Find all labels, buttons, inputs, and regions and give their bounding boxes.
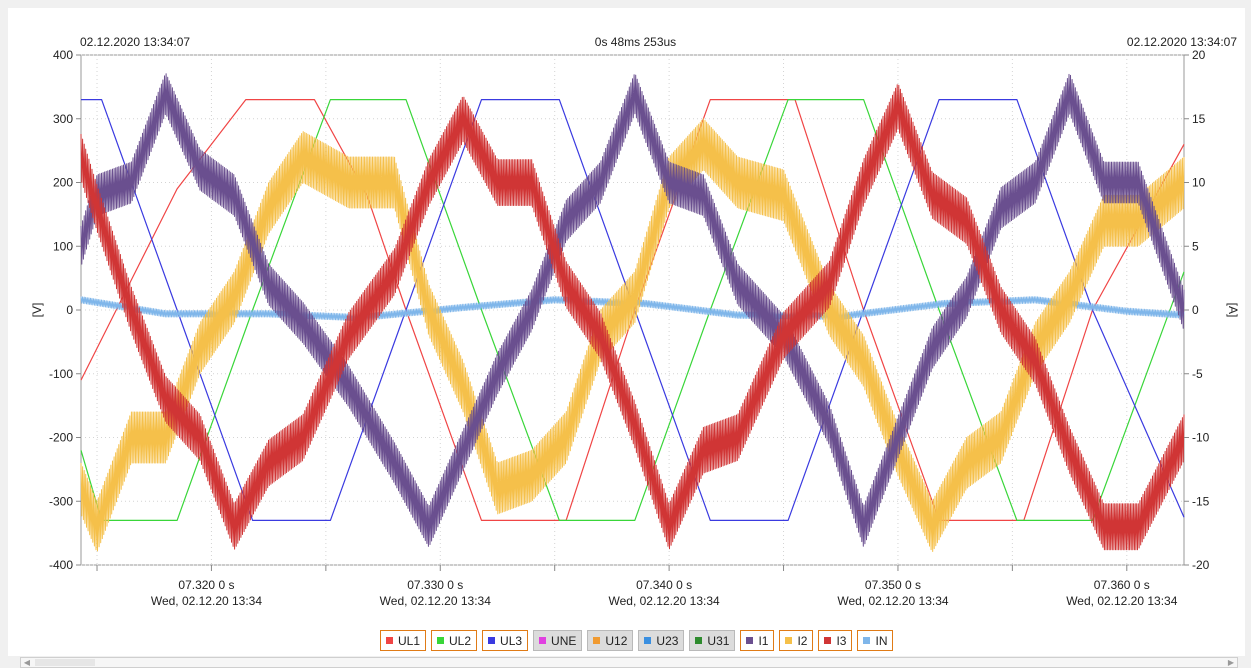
y-right-tick-label: -5 [1192,367,1203,381]
start-timestamp: 02.12.2020 13:34:07 [80,35,191,49]
legend-label: U31 [707,633,730,648]
legend-label: U12 [605,633,628,648]
y-left-tick-label: 100 [53,239,73,253]
legend-toggle-i3[interactable]: I3 [818,630,853,651]
legend-label: IN [875,633,888,648]
legend-swatch [863,637,871,644]
y-right-axis-title: [A] [1226,303,1240,318]
y-left-tick-label: 400 [53,48,73,62]
horizontal-scrollbar[interactable]: ◀ ▶ [20,657,1238,668]
duration-label: 0s 48ms 253us [594,35,677,49]
legend-swatch [644,637,652,644]
legend-swatch [539,637,547,644]
legend-label: U23 [656,633,679,648]
legend-label: UL2 [449,633,472,648]
legend-swatch [488,637,496,644]
grid-lines [81,54,1184,566]
legend-swatch [746,637,754,644]
series-line-i2 [80,118,1185,552]
x-tick-label-time: 07.330 0 s [407,578,463,592]
legend-toggle-u23[interactable]: U23 [638,630,685,651]
x-tick-label-time: 07.320 0 s [178,578,234,592]
series-lines [80,73,1185,552]
x-tick-label-date: Wed, 02.12.20 13:34 [609,594,721,608]
legend-toggle-i1[interactable]: I1 [740,630,775,651]
legend-toggle-u31[interactable]: U31 [689,630,736,651]
legend-swatch [695,637,703,644]
legend-toggle-i2[interactable]: I2 [779,630,814,651]
legend: UL1 UL2 UL3 UNE U12 U23 U31 I1 I2 I3 IN [380,630,894,651]
y-right-tick-label: -20 [1192,558,1210,572]
legend-label: I1 [758,633,769,648]
legend-swatch [785,637,793,644]
legend-label: UNE [551,633,577,648]
x-tick-label-time: 07.340 0 s [636,578,692,592]
x-tick-label-time: 07.360 0 s [1094,578,1150,592]
legend-toggle-in[interactable]: IN [857,630,894,651]
legend-toggle-ul1[interactable]: UL1 [380,630,427,651]
legend-toggle-ul2[interactable]: UL2 [431,630,478,651]
y-left-tick-label: 200 [53,176,73,190]
y-left-tick-label: -200 [49,431,73,445]
y-right-tick-label: 0 [1192,303,1199,317]
y-left-tick-label: -300 [49,494,73,508]
legend-label: I2 [797,633,808,648]
legend-label: I3 [836,633,847,648]
legend-toggle-u12[interactable]: U12 [587,630,634,651]
y-right-tick-label: -15 [1192,494,1210,508]
scroll-thumb[interactable] [35,659,95,666]
series-line-i1 [80,73,1185,547]
x-tick-label-time: 07.350 0 s [865,578,921,592]
legend-swatch [824,637,832,644]
series-line-i3 [80,84,1185,551]
x-tick-label-date: Wed, 02.12.20 13:34 [380,594,492,608]
y-left-tick-label: -400 [49,558,73,572]
end-timestamp: 02.12.2020 13:34:07 [1126,35,1237,49]
legend-toggle-ul3[interactable]: UL3 [482,630,529,651]
chart-panel: 02.12.2020 13:34:07 0s 48ms 253us 02.12.… [8,8,1245,656]
y-right-tick-label: 5 [1192,239,1199,253]
y-left-axis-title: [V] [30,303,44,318]
y-right-tick-label: 10 [1192,176,1206,190]
x-tick-label-date: Wed, 02.12.20 13:34 [837,594,949,608]
scroll-left-arrow-icon[interactable]: ◀ [23,658,31,667]
y-left-tick-label: -100 [49,367,73,381]
y-right-tick-label: 15 [1192,112,1206,126]
y-left-tick-label: 300 [53,112,73,126]
axes: 07.320 0 s Wed, 02.12.20 13:34 07.330 0 s W… [30,48,1240,608]
x-tick-label-date: Wed, 02.12.20 13:34 [1066,594,1178,608]
y-right-tick-label: -10 [1192,431,1210,445]
legend-label: UL1 [398,633,421,648]
legend-label: UL3 [500,633,523,648]
legend-swatch [437,637,445,644]
legend-toggle-une[interactable]: UNE [533,630,583,651]
legend-swatch [386,637,393,644]
y-right-tick-label: 20 [1192,48,1206,62]
series-line-ul1 [80,99,1185,521]
y-left-tick-label: 0 [66,303,73,317]
waveform-chart[interactable]: 07.320 0 s Wed, 02.12.20 13:34 07.330 0 s W… [8,8,1245,628]
x-tick-label-date: Wed, 02.12.20 13:34 [151,594,263,608]
legend-swatch [593,637,601,644]
scroll-right-arrow-icon[interactable]: ▶ [1227,658,1235,667]
